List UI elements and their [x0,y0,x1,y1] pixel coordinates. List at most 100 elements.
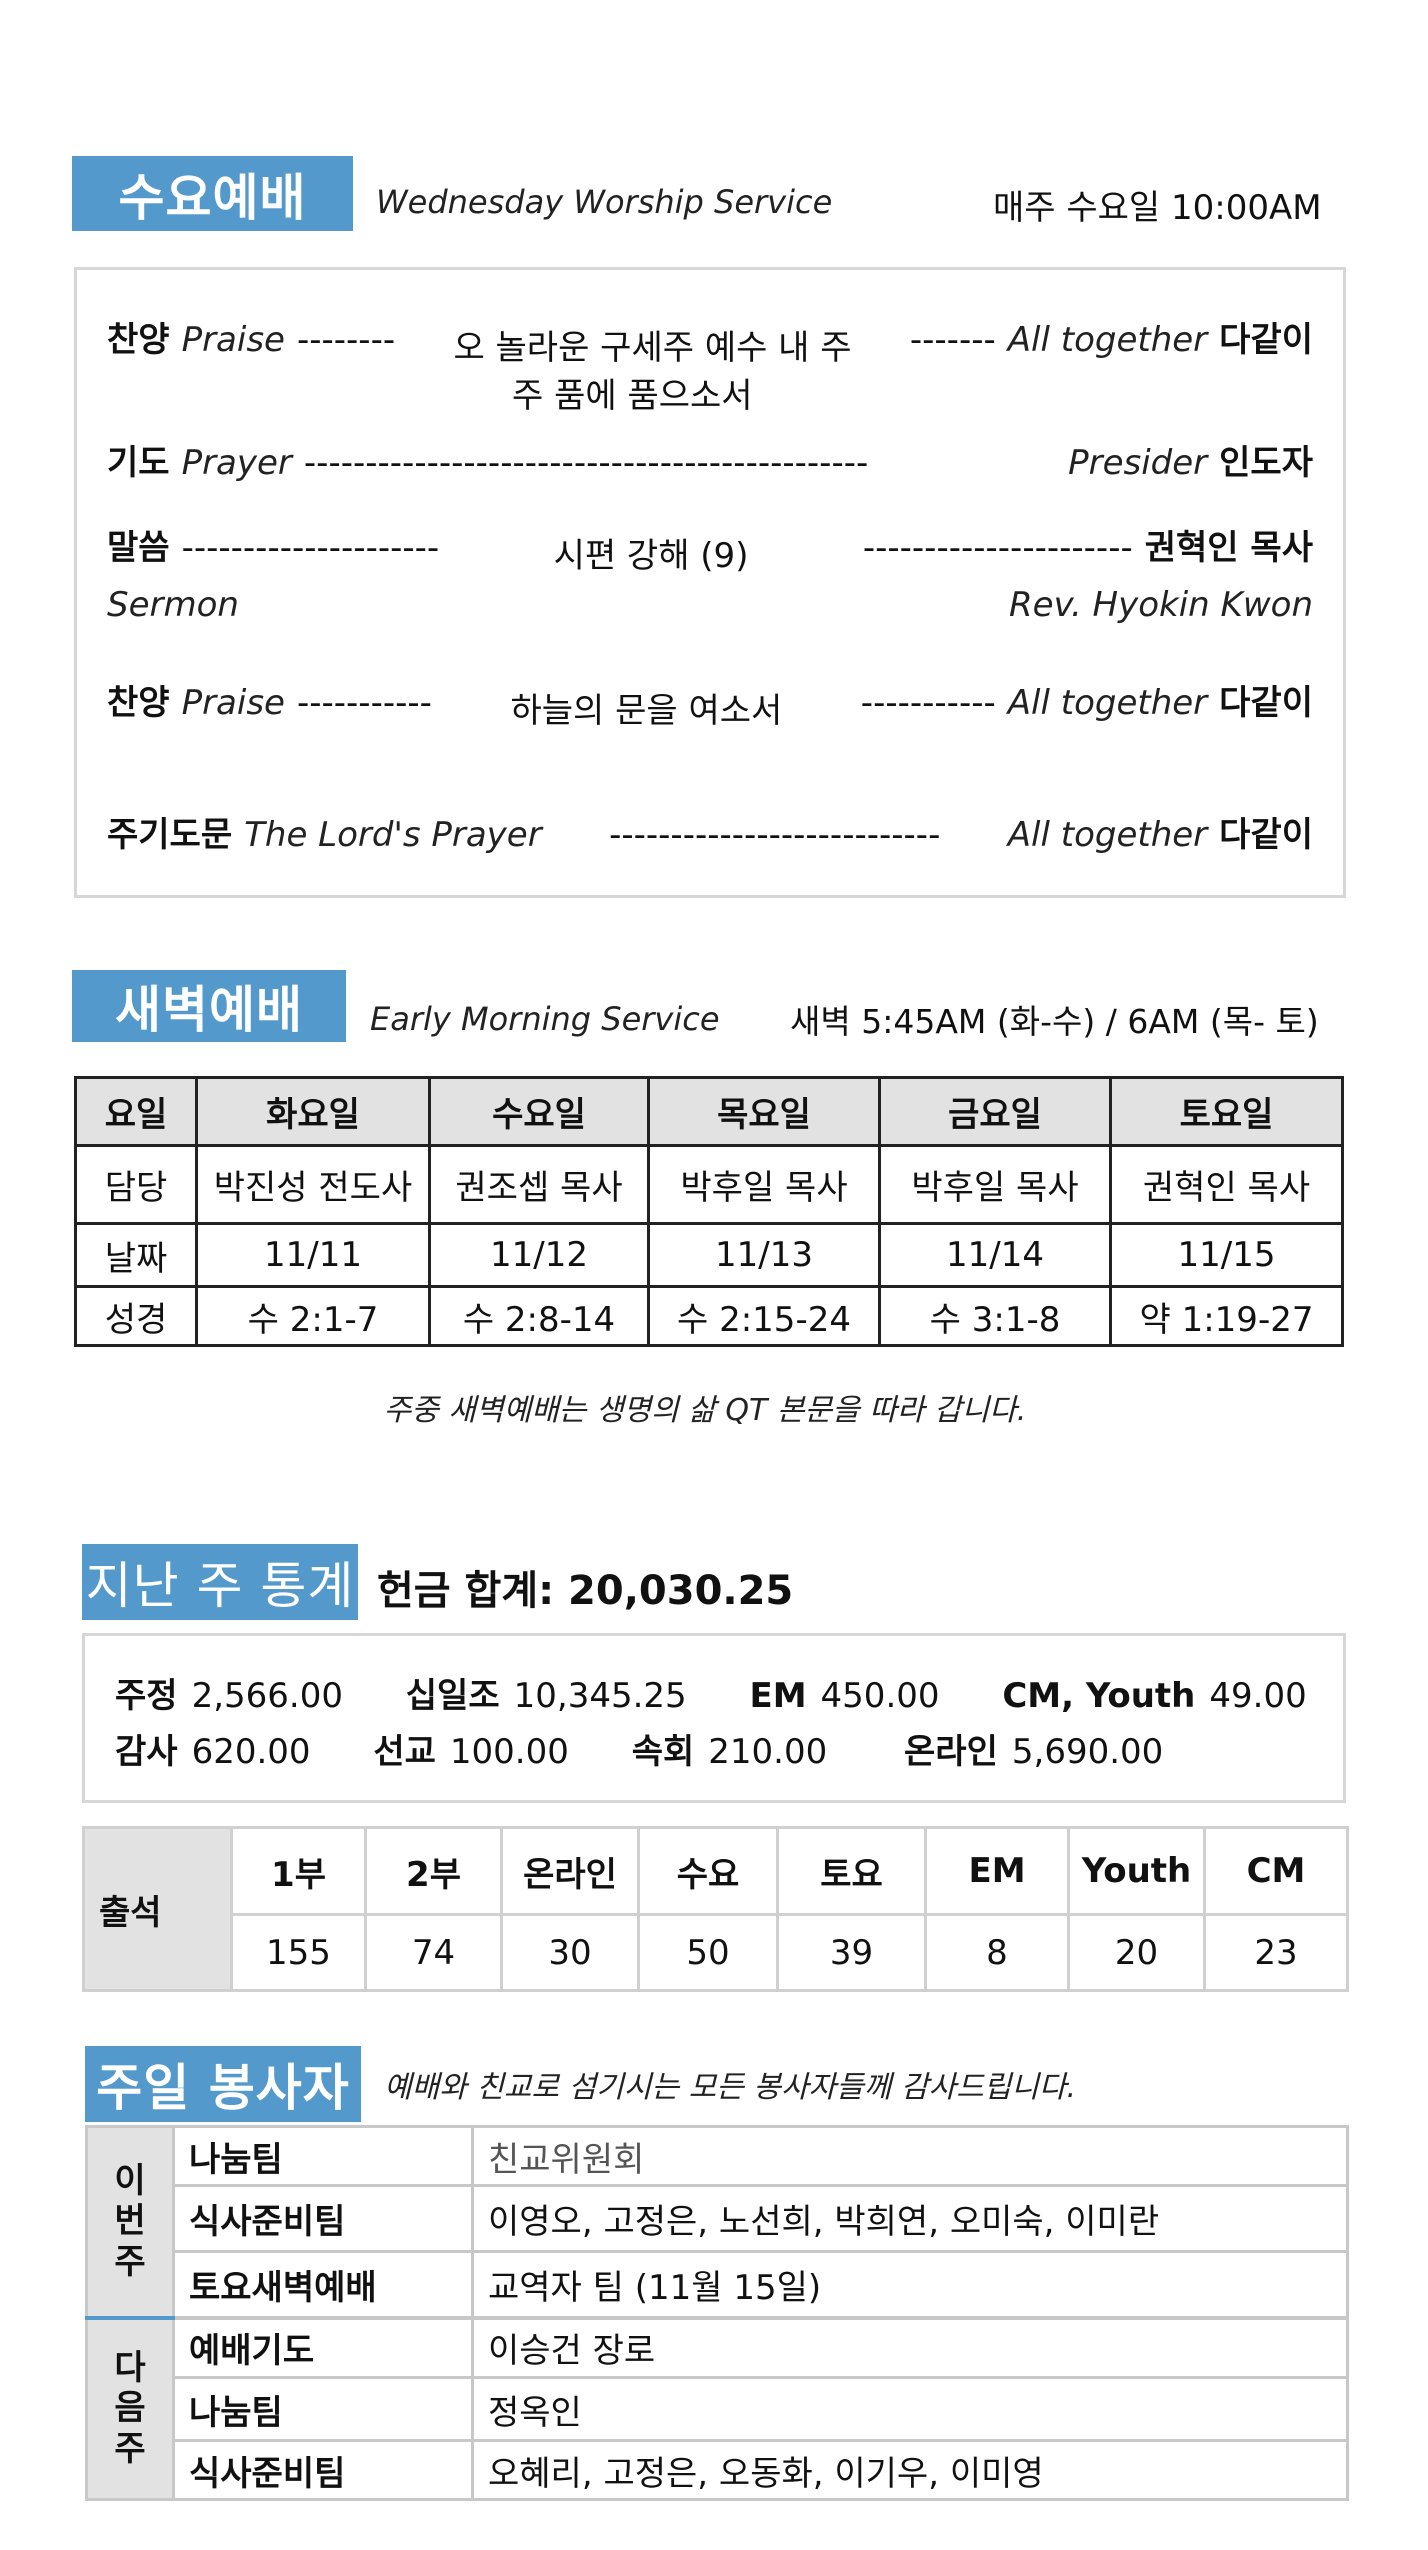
cell: 8 [924,1913,1070,1992]
header-cell: 금요일 [878,1076,1112,1147]
volunteers-subtitle: 예배와 친교로 섬기시는 모든 봉사자들께 감사드립니다. [384,2070,1077,2105]
attendance-header-row: 출석 1부 2부 온라인 수요 토요 EM Youth CM [82,1826,1349,1992]
header-cell: 화요일 [195,1076,431,1147]
cell: 권조셉 목사 [428,1144,650,1225]
offering-total: 헌금 합계: 20,030.25 [377,1568,794,1614]
hymn-title-line2: 주 품에 품으소서 [512,376,753,416]
offering-value: 2,566.00 [191,1676,343,1716]
order-item-praise-2: 찬양 Praise ----------- 하늘의 문을 여소서 -------… [107,675,1313,732]
cell: 11/14 [878,1222,1112,1288]
offering-value: 450.00 [820,1676,940,1716]
offering-value: 49.00 [1209,1676,1307,1716]
offering-value: 10,345.25 [513,1676,687,1716]
cell: 박후일 목사 [647,1144,881,1225]
cell: 수 2:15-24 [647,1285,881,1347]
cell: 약 1:19-27 [1109,1285,1344,1347]
order-item-lords-prayer: 주기도문 The Lord's Prayer -----------------… [107,807,1313,856]
preacher-ko: 권혁인 목사 [1144,528,1313,568]
cell: 수 2:8-14 [428,1285,650,1347]
dash-leader: ---------------------- [862,528,1133,568]
leader-ko: 인도자 [1219,443,1313,483]
cell: 50 [637,1913,779,1992]
cell: 날짜 [74,1222,198,1288]
attendance-table: 출석 1부 2부 온라인 수요 토요 EM Youth CM 155 74 30… [82,1826,1349,1992]
offering-label: CM, Youth [1002,1676,1196,1716]
names-cell: 정옥인 [471,2376,1349,2442]
cell: 74 [364,1913,503,1992]
header-cell: 온라인 [500,1826,640,1916]
dash-leader: --------------------------- [609,815,941,855]
leader-ko: 다같이 [1219,815,1313,855]
leader-en: All together [1007,320,1208,360]
table-row: 다 음 주 예배기도 이승건 장로 [85,2315,1349,2501]
names-cell: 이승건 장로 [471,2315,1349,2379]
dash-leader: ----------- [860,683,996,723]
item-label-en: Praise [181,320,285,360]
role-cell: 식사준비팀 [172,2439,474,2501]
cell: 11/11 [195,1222,431,1288]
wednesday-section-title: 수요예배 [72,156,353,231]
role-cell: 나눔팀 [172,2125,474,2187]
order-item-sermon: 말씀 --------------------- 시편 강해 (9) -----… [107,520,1313,577]
table-row: 성경 수 2:1-7 수 2:8-14 수 2:15-24 수 3:1-8 약 … [74,1285,1344,1347]
names-cell: 이영오, 고정은, 노선희, 박희연, 오미숙, 이미란 [471,2184,1349,2253]
dash-leader: ----------- [296,683,432,723]
role-cell: 식사준비팀 [172,2184,474,2253]
offering-line-2: 감사 620.00 선교 100.00 속회 210.00 온라인 5,690.00 [115,1724,1215,1773]
item-label: 주기도문 [107,815,233,855]
offering-box: 주정 2,566.00 십일조 10,345.25 EM 450.00 CM, You… [82,1633,1346,1803]
volunteers-section-title: 주일 봉사자 [85,2046,361,2122]
this-week-label: 이 번 주 [85,2125,175,2319]
sermon-title: 시편 강해 (9) [553,536,749,576]
table-row: 이 번 주 나눔팀 친교위원회 [85,2125,1349,2319]
offering-value: 210.00 [708,1732,828,1772]
order-item-sermon-en: Sermon Rev. Hyokin Kwon [107,585,1313,625]
order-item-prayer: 기도 Prayer ------------------------------… [107,435,1313,484]
header-cell: 수요일 [428,1076,650,1147]
order-item-praise-1: 찬양 Praise -------- 오 놀라운 구세주 예수 내 주 ----… [107,312,1313,369]
leader-en: All together [1007,815,1208,855]
item-label-en: Sermon [107,585,239,625]
attendance-values-row: 155 74 30 50 39 8 20 23 [84,1913,1349,1992]
cell: 39 [776,1913,927,1992]
names-cell: 친교위원회 [471,2125,1349,2187]
early-section-title: 새벽예배 [72,970,346,1042]
cell: 11/15 [1109,1222,1344,1288]
next-week-label: 다 음 주 [85,2315,175,2501]
role-cell: 예배기도 [172,2315,474,2379]
names-cell: 교역자 팀 (11월 15일) [471,2250,1349,2319]
table-header-row: 요일 화요일 수요일 목요일 금요일 토요일 [74,1076,1344,1147]
offering-label: 감사 [115,1732,178,1772]
leader-ko: 다같이 [1219,683,1313,723]
offering-label: EM [749,1676,807,1716]
cell: 155 [230,1913,367,1992]
offering-label: 온라인 [904,1732,998,1772]
dash-leader: ------- [909,320,996,360]
table-row: 식사준비팀 이영오, 고정은, 노선희, 박희연, 오미숙, 이미란 [87,2184,1349,2253]
cell: 권혁인 목사 [1109,1144,1344,1225]
cell: 11/13 [647,1222,881,1288]
hymn-title: 오 놀라운 구세주 예수 내 주 [453,328,852,368]
cell: 30 [500,1913,640,1992]
leader-en: Presider [1068,443,1208,483]
offering-value: 100.00 [449,1732,569,1772]
cell: 11/12 [428,1222,650,1288]
dash-leader: --------------------- [181,528,440,568]
dash-leader: -------- [296,320,396,360]
cell: 박후일 목사 [878,1144,1112,1225]
offering-value: 620.00 [191,1732,311,1772]
header-cell: 수요 [637,1826,779,1916]
wednesday-subtitle: Wednesday Worship Service [376,183,833,221]
cell: 수 2:1-7 [195,1285,431,1347]
dash-leader: ----------------------------------------… [303,443,869,483]
cell: 수 3:1-8 [878,1285,1112,1347]
table-row: 식사준비팀 오혜리, 고정은, 오동화, 이기우, 이미영 [87,2439,1349,2501]
header-cell: 토요 [776,1826,927,1916]
table-row: 나눔팀 정옥인 [87,2376,1349,2442]
header-cell: 2부 [364,1826,503,1916]
item-label-en: Prayer [181,443,292,483]
item-label: 찬양 [107,320,170,360]
early-schedule-table: 요일 화요일 수요일 목요일 금요일 토요일 담당 박진성 전도사 권조셉 목사… [74,1076,1344,1347]
item-label: 기도 [107,443,170,483]
